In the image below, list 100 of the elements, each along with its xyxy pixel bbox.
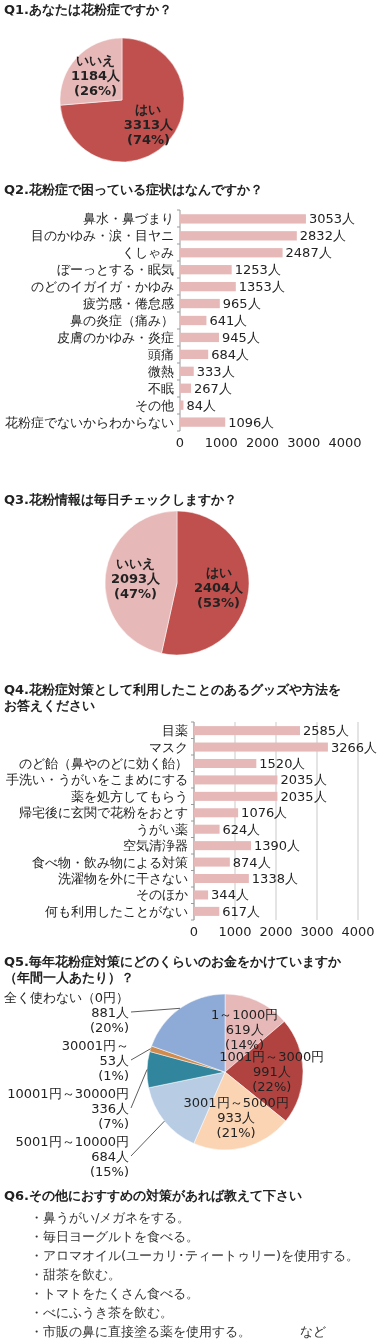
y-tick-label: そのほか <box>136 887 188 903</box>
data-label: 2093人 (47%) <box>110 570 162 601</box>
y-tick-label: 頭痛 <box>148 346 174 362</box>
slice-label: はい <box>205 565 232 581</box>
y-tick-label: 薬を処方してもらう <box>71 788 188 804</box>
data-label: 3313人 (74%) <box>123 116 175 147</box>
chart-title: Q3.花粉情報は毎日チェックしますか？ <box>4 492 238 507</box>
data-label: 1184人 (26%) <box>70 68 122 99</box>
x-tick-label: 2000 <box>259 924 293 939</box>
bar <box>180 366 194 376</box>
text: ・トマトをたくさん食べる。 <box>30 1286 199 1301</box>
y-tick-label: くしゃみ <box>122 245 174 261</box>
bar <box>194 775 278 785</box>
data-label: 336人 (7%) <box>91 1100 129 1131</box>
bar <box>194 873 249 884</box>
y-tick-label: 疲労感・倦怠感 <box>83 296 174 312</box>
data-label: 945人 <box>221 329 260 345</box>
chart-title: Q5.毎年花粉症対策にどのくらいのお金をかけていますか（年間一人あたり）？ <box>4 954 343 985</box>
slice-label: 10001円～30000円 <box>7 1085 129 1101</box>
text: ・べにふうき茶を飲む。 <box>30 1305 173 1320</box>
bar <box>180 315 207 326</box>
bar <box>194 906 220 916</box>
data-label: 624人 <box>222 821 261 837</box>
slice-label: 5001円～10000円 <box>15 1133 129 1149</box>
bar <box>180 417 226 427</box>
y-tick-label: 花粉症でないからわからない <box>5 414 174 430</box>
chart-title: Q2.花粉症で困っている症状はなんですか？ <box>4 182 264 197</box>
data-label: 2585人 <box>302 723 350 739</box>
data-label: 3053人 <box>308 211 356 227</box>
data-label: 933人 (21%) <box>216 1109 256 1140</box>
y-tick-label: のど飴（鼻やのどに効く飴） <box>19 755 188 771</box>
data-label: 2035人 <box>280 772 327 788</box>
x-tick-label: 3000 <box>300 924 334 939</box>
data-label: 1076人 <box>241 805 288 821</box>
text: ・甜茶を飲む。 <box>30 1267 121 1282</box>
data-label: 1096人 <box>228 414 275 430</box>
bar <box>180 332 219 343</box>
data-label: 1520人 <box>259 755 306 771</box>
slice-label: いいえ <box>76 53 116 69</box>
data-label: 1338人 <box>251 871 298 887</box>
bar <box>194 791 278 801</box>
data-label: 333人 <box>196 363 235 379</box>
bar <box>180 298 220 309</box>
y-tick-label: 目薬 <box>162 723 188 739</box>
y-tick-label: その他 <box>135 397 174 413</box>
data-label: 53人 (1%) <box>98 1052 129 1083</box>
y-tick-label: 不眠 <box>148 380 174 396</box>
y-tick-label: 帰宅後に玄関で花粉をおとす <box>19 805 188 821</box>
y-tick-label: 洗濯物を外に干さない <box>58 871 188 887</box>
bar <box>194 857 230 867</box>
bar <box>194 742 328 752</box>
bar <box>180 281 236 292</box>
y-tick-label: 微熱 <box>148 363 174 379</box>
data-label: 84人 <box>186 397 217 413</box>
x-tick-label: 4000 <box>328 435 362 450</box>
y-tick-label: マスク <box>149 739 188 755</box>
y-tick-label: 手洗い・うがいをこまめにする <box>6 772 188 788</box>
y-tick-label: 空気清浄器 <box>123 838 188 854</box>
slice-label: 1～1000円 <box>210 1007 279 1023</box>
data-label: 1353人 <box>238 279 285 295</box>
bar <box>194 841 251 851</box>
text: など <box>300 1324 326 1339</box>
data-label: 874人 <box>232 854 271 870</box>
y-tick-label: うがい薬 <box>136 821 188 837</box>
data-label: 2035人 <box>280 788 327 804</box>
bar <box>180 265 232 275</box>
text: ・市販の鼻に直接塗る薬を使用する。 <box>30 1324 251 1339</box>
slice-label: はい <box>135 101 162 117</box>
x-tick-label: 1000 <box>204 435 238 450</box>
data-label: 965人 <box>222 296 261 312</box>
x-tick-label: 0 <box>189 924 199 939</box>
x-tick-label: 3000 <box>287 435 321 450</box>
slice-label: いいえ <box>115 555 155 571</box>
data-label: 344人 <box>211 887 249 903</box>
x-tick-label: 2000 <box>245 435 280 450</box>
data-label: 684人 <box>211 346 250 362</box>
data-label: 2832人 <box>299 228 346 244</box>
data-label: 2487人 <box>285 245 332 261</box>
y-tick-label: 食べ物・飲み物による対策 <box>32 854 188 870</box>
text: Q6.その他におすすめの対策があれば教えて下さい <box>4 1188 303 1203</box>
y-tick-label: 皮膚のかゆみ・炎症 <box>57 329 174 345</box>
data-label: 2404人 (53%) <box>193 580 245 611</box>
bar <box>180 349 209 360</box>
data-label: 1390人 <box>253 838 301 854</box>
bar <box>180 231 297 241</box>
data-label: 881人 (20%) <box>89 1004 129 1035</box>
data-label: 641人 <box>209 313 248 328</box>
data-label: 617人 <box>222 903 261 919</box>
text: ・毎日ヨーグルトを食べる。 <box>30 1229 199 1244</box>
bar <box>194 808 239 818</box>
y-tick-label: のどのイガイガ・かゆみ <box>31 279 174 295</box>
y-tick-label: 何も利用したことがない <box>45 903 188 919</box>
x-tick-label: 0 <box>175 435 185 450</box>
data-label: 684人 (15%) <box>89 1148 129 1179</box>
x-tick-label: 4000 <box>341 924 375 939</box>
y-tick-label: 鼻水・鼻づまり <box>83 211 174 227</box>
text: ・アロマオイル(ユーカリ･ティートゥリー)を使用する。 <box>30 1248 360 1263</box>
chart-title: Q1.あなたは花粉症ですか？ <box>4 2 173 17</box>
bar <box>180 214 306 224</box>
x-tick-label: 1000 <box>218 924 252 939</box>
